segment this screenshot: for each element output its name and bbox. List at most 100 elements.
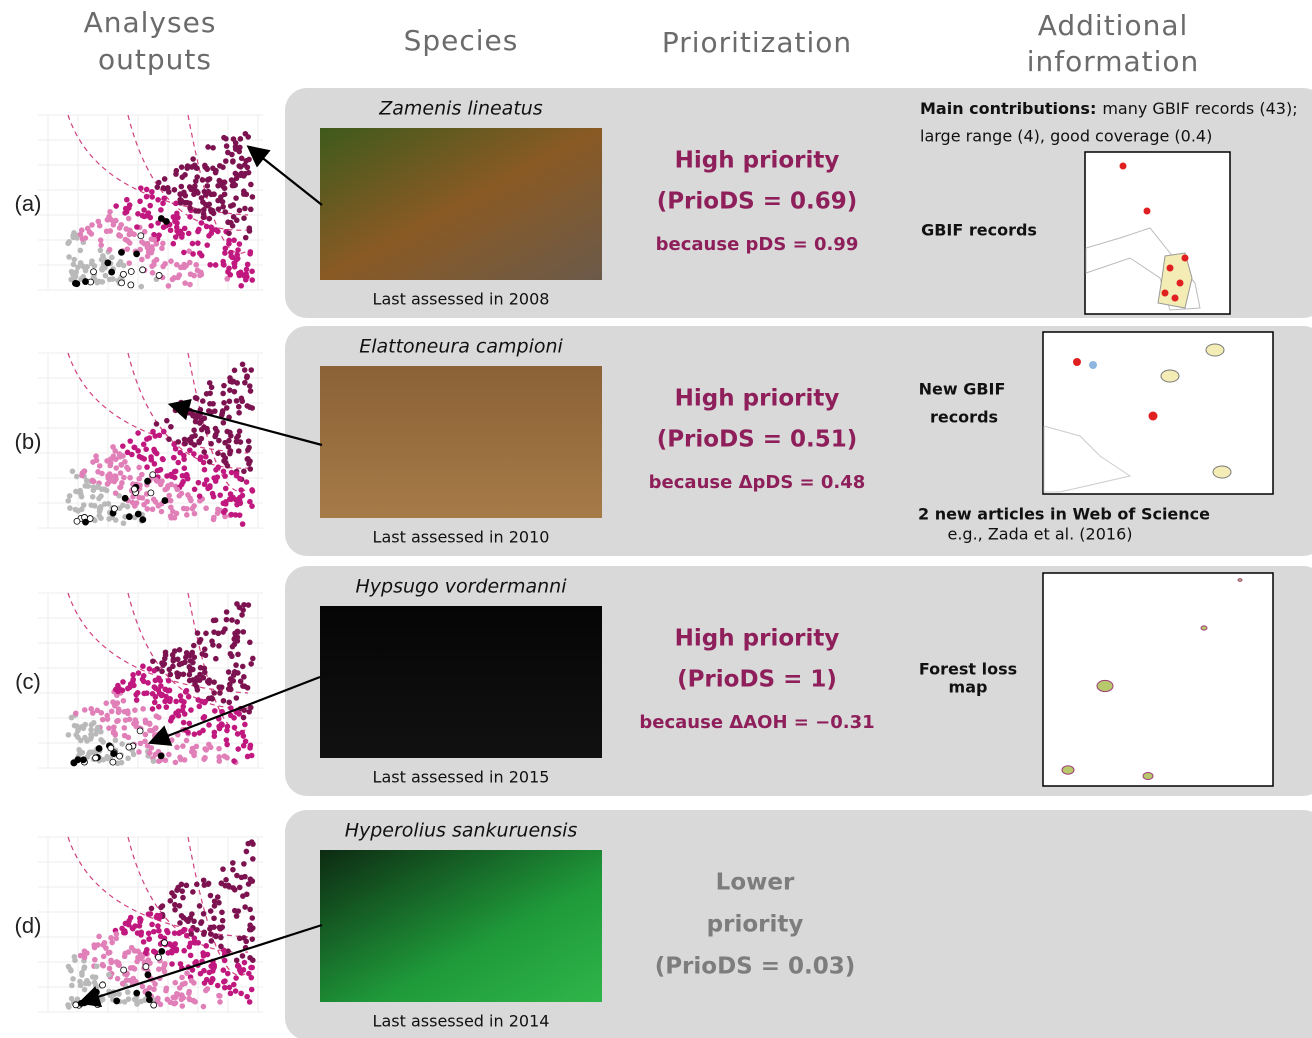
point	[242, 874, 248, 880]
point	[206, 970, 212, 976]
point	[151, 758, 157, 764]
species-name: Zamenis lineatus	[378, 98, 543, 120]
point	[179, 164, 185, 170]
point	[195, 697, 201, 703]
point	[250, 488, 256, 494]
point	[216, 643, 222, 649]
point	[234, 695, 240, 701]
point	[230, 202, 236, 208]
point	[98, 506, 104, 512]
point	[237, 241, 243, 247]
point	[233, 662, 239, 668]
point	[115, 976, 121, 982]
point	[160, 200, 166, 206]
point	[241, 629, 247, 635]
point	[103, 273, 109, 279]
point	[221, 698, 227, 704]
point	[137, 916, 143, 922]
point	[167, 898, 173, 904]
point	[73, 273, 79, 279]
point	[140, 517, 146, 523]
point	[198, 920, 204, 926]
point	[182, 172, 188, 178]
point	[83, 519, 89, 525]
point	[237, 208, 243, 214]
point	[177, 662, 183, 668]
row-label: (b)	[15, 429, 42, 454]
point	[201, 215, 207, 221]
point	[128, 269, 134, 275]
point	[249, 503, 255, 509]
point	[237, 936, 243, 942]
point	[226, 669, 232, 675]
point	[246, 157, 252, 163]
point	[234, 913, 240, 919]
point	[227, 496, 233, 502]
point	[137, 198, 143, 204]
point	[107, 247, 113, 253]
point	[134, 500, 140, 506]
point	[113, 218, 119, 224]
point	[209, 638, 215, 644]
species-name: Elattoneura campioni	[359, 336, 563, 358]
point	[187, 282, 193, 288]
point	[231, 237, 237, 243]
point	[217, 925, 223, 931]
point	[194, 174, 200, 180]
point	[245, 754, 251, 760]
point	[156, 928, 162, 934]
point	[156, 503, 162, 509]
point	[128, 282, 134, 288]
point	[194, 744, 200, 750]
point	[161, 429, 167, 435]
point	[184, 506, 190, 512]
point	[204, 242, 210, 248]
point	[149, 922, 155, 928]
point	[212, 434, 218, 440]
point	[156, 272, 162, 278]
headers: Analyses outputs Species Prioritization …	[84, 6, 1200, 78]
row: (a)Zamenis lineatusLast assessed in 2008…	[15, 88, 1312, 318]
point	[245, 134, 251, 140]
point	[243, 235, 249, 241]
point	[153, 694, 159, 700]
point	[174, 948, 180, 954]
point	[191, 643, 197, 649]
point	[201, 449, 207, 455]
point	[166, 678, 172, 684]
point	[244, 849, 250, 855]
point	[160, 662, 166, 668]
point	[144, 187, 150, 193]
point	[122, 951, 128, 957]
point	[233, 988, 239, 994]
point	[219, 179, 225, 185]
island	[1213, 466, 1231, 478]
species-name: Hypsugo vordermanni	[355, 576, 567, 598]
point	[173, 446, 179, 452]
point	[89, 734, 95, 740]
point	[120, 443, 126, 449]
point	[89, 222, 95, 228]
last-assessed: Last assessed in 2010	[373, 528, 550, 547]
point	[237, 512, 243, 518]
point	[68, 968, 74, 974]
point	[250, 656, 256, 662]
point	[202, 467, 208, 473]
point	[171, 455, 177, 461]
point	[242, 683, 248, 689]
point	[152, 433, 158, 439]
point	[183, 689, 189, 695]
point	[162, 699, 168, 705]
point	[225, 219, 231, 225]
point	[170, 995, 176, 1001]
point	[195, 190, 201, 196]
point	[174, 887, 180, 893]
point	[107, 209, 113, 215]
species-name: Hyperolius sankuruensis	[345, 820, 578, 842]
point	[237, 428, 243, 434]
point	[242, 722, 248, 728]
point	[190, 506, 196, 512]
point	[200, 199, 206, 205]
row: (b) Elattoneura campioni Last assessed in …	[15, 326, 1312, 556]
point	[100, 739, 106, 745]
